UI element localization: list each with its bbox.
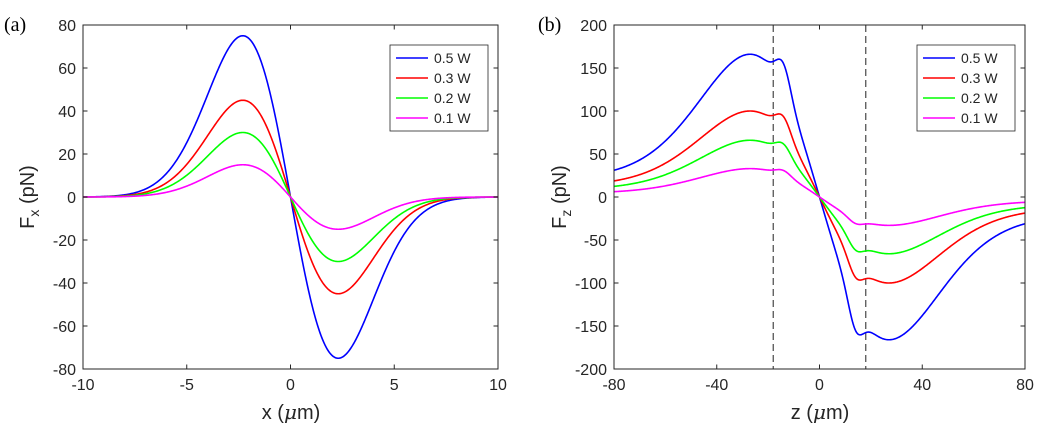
legend-entry-label: 0.2 W: [961, 90, 998, 106]
panel-b: (b) -80 -40 0 40 80 -200 -150 -100 -50 0 50 100 150 2…: [538, 14, 1034, 424]
x-tick-label: 5: [390, 377, 399, 394]
panel-a-label: (a): [4, 14, 26, 36]
x-tick-label: -40: [705, 377, 728, 394]
x-tick-label: 10: [489, 377, 507, 394]
x-tick-label: -5: [180, 377, 194, 394]
panel-b-plot-area: -80 -40 0 40 80 -200 -150 -100 -50 0 50 100 150 200 0.…: [575, 18, 1034, 394]
x-tick-label: 0: [815, 377, 824, 394]
legend: 0.5 W 0.3 W 0.2 W 0.1 W: [389, 44, 489, 132]
y-tick-label: 0: [67, 190, 76, 207]
x-tick-label: 40: [913, 377, 931, 394]
y-tick-label: 40: [58, 104, 76, 121]
panel-a-y-axis-label: Fx (pN): [17, 165, 42, 229]
y-tick-label: -60: [53, 319, 76, 336]
x-tick-label: 80: [1016, 377, 1034, 394]
legend: 0.5 W 0.3 W 0.2 W 0.1 W: [916, 44, 1016, 132]
y-tick-label: 20: [58, 147, 76, 164]
y-tick-label: 150: [580, 61, 607, 78]
panel-b-label: (b): [538, 14, 561, 36]
legend-entry-label: 0.3 W: [961, 70, 998, 86]
x-tick-label: -80: [602, 377, 625, 394]
panel-b-x-axis-label: z (μm): [791, 400, 850, 424]
panel-b-y-axis-label: Fz (pN): [549, 165, 574, 229]
y-tick-label: -200: [575, 362, 607, 379]
y-tick-label: -40: [53, 276, 76, 293]
legend-entry-label: 0.5 W: [434, 50, 471, 66]
panel-a-plot-area: -10 -5 0 5 10 -80 -60 -40 -20 0 20 40 60 80 0.5 W 0.3 W…: [53, 18, 507, 394]
y-tick-label: 0: [598, 190, 607, 207]
series-line-0-1-w: [613, 167, 1026, 227]
y-tick-label: 80: [58, 18, 76, 35]
legend-entry-label: 0.1 W: [961, 110, 998, 126]
legend-entry-label: 0.1 W: [434, 110, 471, 126]
legend-entry-label: 0.2 W: [434, 90, 471, 106]
y-tick-label: 50: [589, 147, 607, 164]
legend-entry-label: 0.5 W: [961, 50, 998, 66]
legend-entry-label: 0.3 W: [434, 70, 471, 86]
y-tick-label: 60: [58, 61, 76, 78]
y-tick-label: -50: [584, 233, 607, 250]
y-tick-label: -20: [53, 233, 76, 250]
x-tick-label: -10: [71, 377, 94, 394]
y-tick-label: -100: [575, 276, 607, 293]
series-line-0-1-w: [83, 163, 498, 231]
y-tick-label: -80: [53, 362, 76, 379]
x-tick-label: 0: [286, 377, 295, 394]
y-tick-label: 200: [580, 18, 607, 35]
legend-box: [389, 44, 489, 132]
y-tick-label: -150: [575, 319, 607, 336]
legend-box: [916, 44, 1016, 132]
y-tick-label: 100: [580, 104, 607, 121]
panel-a-x-axis-label: x (μm): [262, 400, 321, 424]
